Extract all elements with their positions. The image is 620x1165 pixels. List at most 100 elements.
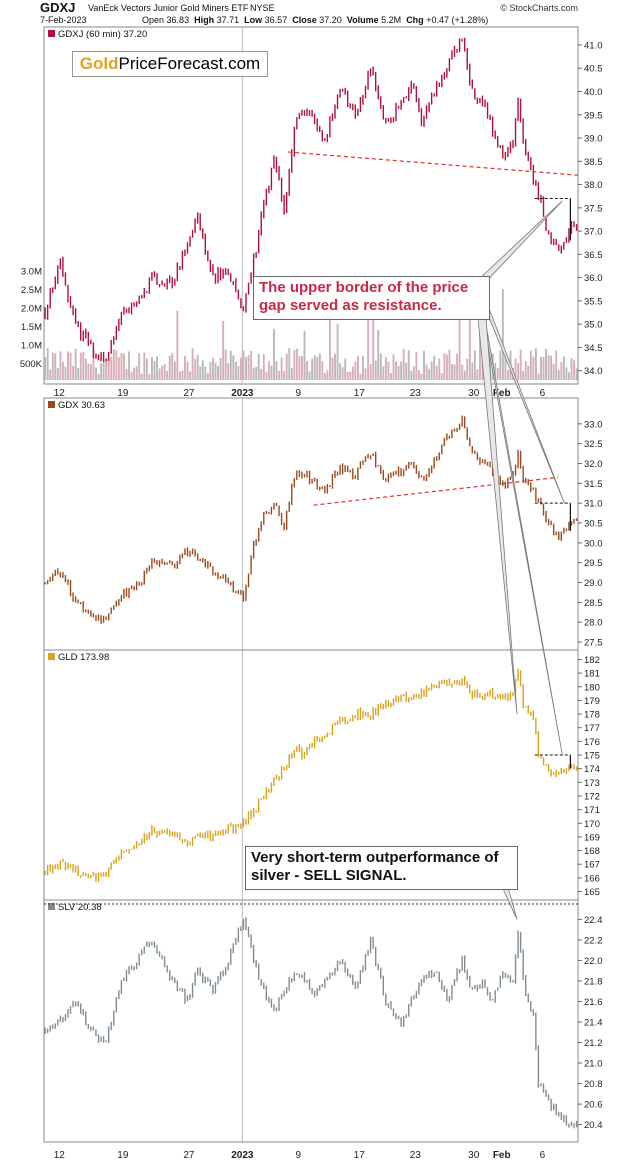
volume-bar — [112, 349, 115, 380]
volume-bar — [507, 369, 509, 380]
volume-bar — [341, 367, 344, 380]
volume-bar — [407, 350, 410, 380]
volume-bar — [168, 355, 171, 380]
volume-bar — [148, 373, 151, 380]
y-tick-label: 32.0 — [584, 459, 603, 470]
volume-bar — [166, 370, 169, 380]
volume-bar — [237, 366, 240, 380]
volume-bar — [181, 370, 184, 380]
low-value: 36.57 — [264, 15, 288, 25]
y-tick-label: 179 — [584, 696, 600, 707]
volume-bar — [303, 330, 306, 380]
volume-bar — [265, 371, 268, 380]
volume-bar — [252, 368, 255, 380]
y-tick-label: 170 — [584, 819, 600, 830]
volume-bar — [445, 354, 448, 380]
volume-bar — [356, 355, 359, 380]
volume-bar — [423, 350, 425, 380]
volume-bar — [458, 298, 461, 380]
volume-bar — [451, 364, 453, 380]
y-tick-label: 32.5 — [584, 439, 603, 450]
volume-bar — [537, 373, 540, 380]
volume-bar — [206, 373, 209, 380]
y-tick-label: 28.0 — [584, 618, 603, 629]
x-tick-label: 17 — [354, 388, 366, 399]
x-tick-label: Feb — [493, 1150, 511, 1161]
x-tick-label: 30 — [468, 1150, 480, 1161]
y-tick-label: 31.5 — [584, 479, 603, 490]
volume-bar — [214, 362, 217, 380]
volume-bar — [301, 355, 303, 380]
volume-bar — [89, 364, 92, 380]
x-tick-label: 6 — [540, 1150, 546, 1161]
gdx-panel: 27.5 28.0 28.5 29.0 29.5 30.0 30.5 31.0 31.5 32.0… — [43, 397, 603, 651]
slv-price-bars — [44, 917, 578, 1129]
volume-bar — [255, 366, 258, 380]
volume-bar — [379, 353, 382, 380]
volume-bar — [542, 356, 545, 380]
volume-bar — [522, 370, 525, 380]
y-tick-label: 39.5 — [584, 110, 603, 121]
volume-tick-label: 500K — [20, 359, 43, 370]
volume-bar — [273, 329, 275, 380]
volume-bar — [532, 356, 535, 380]
volume-bar — [412, 366, 415, 380]
y-tick-label: 180 — [584, 682, 600, 693]
open-value: 36.83 — [166, 15, 190, 25]
resistance-pointer — [477, 200, 563, 292]
volume-bar — [562, 356, 565, 380]
volume-bar — [374, 360, 377, 380]
y-tick-label: 20.4 — [584, 1120, 603, 1131]
volume-bar — [367, 313, 370, 380]
volume-bar — [504, 354, 507, 380]
volume-bar — [557, 369, 560, 380]
volume-bar — [351, 366, 354, 380]
y-tick-label: 171 — [584, 805, 600, 816]
y-tick-label: 33.0 — [584, 419, 603, 430]
volume-bar — [54, 353, 57, 380]
volume-bar — [494, 363, 497, 380]
volume-bar — [295, 348, 298, 380]
y-tick-label: 20.8 — [584, 1079, 603, 1090]
gdx-price-bars — [44, 415, 578, 624]
volume-bar — [115, 350, 118, 380]
y-tick-label: 168 — [584, 846, 600, 857]
high-label: High — [194, 15, 215, 25]
gdxj-trendline — [288, 151, 579, 176]
volume-bar — [219, 358, 222, 380]
gdxj-price-bars — [44, 37, 578, 363]
volume-bar — [540, 356, 542, 380]
y-tick-label: 182 — [584, 655, 600, 666]
volume-bar — [79, 352, 82, 380]
volume-bar — [270, 365, 273, 380]
volume-tick-label: 1.5M — [21, 322, 42, 333]
volume-bar — [420, 373, 423, 380]
x-tick-label: 2023 — [231, 1150, 254, 1161]
volume-bar — [418, 370, 420, 380]
volume-bar — [44, 356, 47, 380]
volume-bar — [313, 355, 316, 380]
volume-bar — [471, 362, 474, 380]
volume-bar — [184, 355, 186, 380]
volume-bar — [517, 363, 520, 380]
x-tick-label: 12 — [54, 388, 66, 399]
volume-bar — [461, 364, 464, 380]
x-tick-label: 27 — [183, 388, 195, 399]
volume-bar — [217, 365, 220, 380]
resistance-callout: The upper border of the price gap served… — [253, 276, 490, 320]
y-tick-label: 21.4 — [584, 1018, 603, 1029]
volume-tick-label: 1.0M — [21, 341, 42, 352]
y-tick-label: 40.5 — [584, 64, 603, 75]
volume-bar — [428, 368, 431, 380]
volume-bar — [329, 295, 331, 380]
gdxj-legend-swatch — [48, 30, 55, 37]
volume-bar — [552, 363, 555, 380]
volume-bar — [100, 363, 103, 380]
volume-bar — [105, 358, 108, 380]
volume-bar — [224, 349, 227, 380]
y-tick-label: 22.2 — [584, 935, 603, 946]
volume-bar — [143, 352, 146, 380]
x-tick-label: 2023 — [231, 388, 254, 399]
volume-bar — [321, 361, 324, 380]
volume-bar — [311, 358, 314, 380]
